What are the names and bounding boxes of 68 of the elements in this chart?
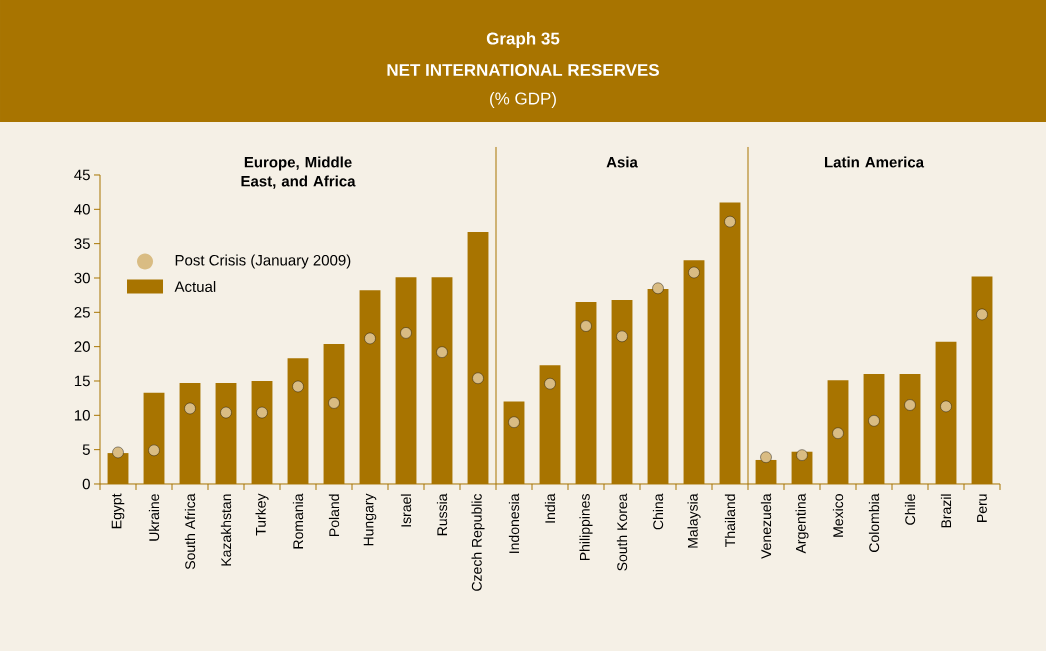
x-tick-label: Hungary [363,493,377,546]
y-tick-label: 35 [74,238,90,249]
x-tick-label: Romania [292,493,304,549]
x-tick-label: Russia [436,493,448,536]
text: (% GDP) [490,92,556,108]
x-tick-label: Ukraine [148,494,160,541]
legend-label: Actual [174,280,216,293]
point [580,320,592,332]
point [796,449,808,461]
y-tick-label: 30 [74,272,90,284]
point [328,397,340,409]
y-tick-label: 5 [82,444,90,455]
point [508,416,520,428]
x-tick-label: South Korea [616,493,628,571]
point [184,402,196,415]
annotation: Europe, Middle East, and Africa [241,156,356,189]
point [400,327,412,339]
point [652,282,664,294]
y-tick-label: 15 [74,375,90,387]
point [148,444,160,457]
point [760,451,772,463]
x-tick-label: Peru [977,494,987,522]
x-tick-label: Mexico [832,494,844,537]
point [832,427,844,439]
y-tick-label: 25 [74,307,90,318]
y-tick-label: 45 [74,169,90,181]
x-tick-label: Colombia [868,493,880,552]
point [904,399,916,411]
y-tick-label: 20 [74,341,90,352]
x-tick-label: Israel [400,494,412,527]
y-tick-label: 40 [74,204,90,215]
point [940,400,952,413]
x-tick-label: Kazakhstan [220,494,232,566]
y-tick-label: 10 [74,410,90,421]
point [724,215,736,228]
point [472,372,484,384]
x-tick-label: Poland [328,494,340,536]
point [688,266,700,279]
x-tick-label: Venezuela [760,493,772,559]
point [436,346,448,358]
point [364,332,376,345]
point [112,446,124,459]
legend-label: Post Crisis (January 2009) [175,254,351,269]
point [544,378,556,390]
x-tick-label: Indonesia [508,493,520,553]
x-tick-label: Thailand [724,494,736,547]
x-tick-label: Argentina [795,493,809,554]
point [256,406,268,419]
x-tick-label: Chile [904,494,916,525]
x-tick-label: Philippines [579,494,593,561]
x-tick-label: Turkey [255,493,269,536]
point [220,406,232,419]
x-tick-label: Egypt [111,493,125,529]
point [976,308,988,321]
point [292,380,304,393]
text: Latin America [825,156,925,168]
x-tick-label: Malaysia [687,493,701,548]
text: Asia [606,156,638,168]
point [868,415,880,427]
x-tick-label: India [544,493,556,523]
x-tick-label: Czech Republic [471,493,485,591]
chart-title: Graph 35 [486,32,560,48]
x-tick-label: South Africa [184,493,196,570]
x-tick-label: Brazil [940,494,952,528]
y-tick-label: 0 [82,478,90,490]
chart-subtitle: NET INTERNATIONAL RESERVES [387,63,659,77]
x-tick-label: China [652,493,664,530]
point [616,330,628,343]
